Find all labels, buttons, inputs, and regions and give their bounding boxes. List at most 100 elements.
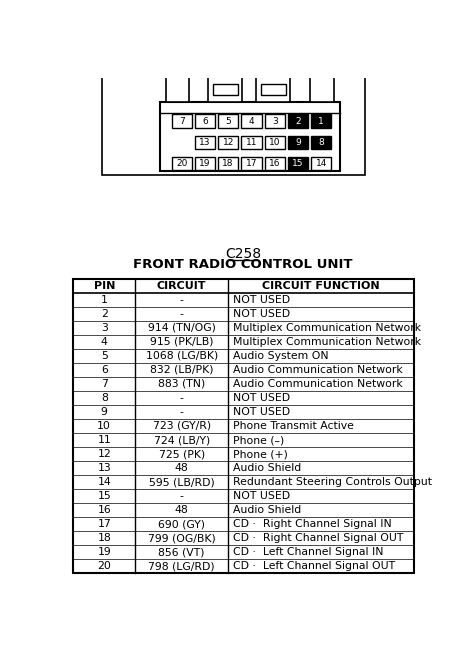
Text: NOT USED: NOT USED xyxy=(233,491,290,501)
Text: -: - xyxy=(180,407,183,417)
Text: 13: 13 xyxy=(97,463,111,473)
Text: 12: 12 xyxy=(222,138,234,147)
Text: 595 (LB/RD): 595 (LB/RD) xyxy=(149,477,215,487)
Text: 6: 6 xyxy=(202,117,208,125)
Text: 7: 7 xyxy=(179,117,184,125)
Text: 10: 10 xyxy=(269,138,281,147)
Text: 18: 18 xyxy=(222,159,234,168)
Text: 7: 7 xyxy=(101,379,108,389)
Text: 19: 19 xyxy=(97,547,111,557)
Text: Audio Communication Network: Audio Communication Network xyxy=(233,379,402,389)
Text: 48: 48 xyxy=(175,463,189,473)
Text: CD ·  Right Channel Signal OUT: CD · Right Channel Signal OUT xyxy=(233,533,403,543)
Text: 1: 1 xyxy=(101,295,108,305)
Text: 20: 20 xyxy=(176,159,187,168)
Bar xyxy=(218,114,238,128)
Text: Phone (+): Phone (+) xyxy=(233,449,288,459)
Bar xyxy=(264,157,285,170)
Bar xyxy=(256,77,290,102)
Text: 17: 17 xyxy=(246,159,257,168)
Bar xyxy=(218,136,238,149)
Text: 6: 6 xyxy=(101,365,108,375)
Text: CD ·  Right Channel Signal IN: CD · Right Channel Signal IN xyxy=(233,519,392,529)
Text: 4: 4 xyxy=(101,337,108,347)
Bar xyxy=(264,136,285,149)
Text: NOT USED: NOT USED xyxy=(233,309,290,319)
Bar xyxy=(213,84,237,95)
Bar xyxy=(311,136,331,149)
Text: C258: C258 xyxy=(225,247,261,261)
Bar xyxy=(172,157,192,170)
Text: 15: 15 xyxy=(292,159,304,168)
Text: 13: 13 xyxy=(199,138,211,147)
Text: 10: 10 xyxy=(97,421,111,431)
Bar xyxy=(311,114,331,128)
Text: FRONT RADIO CONTROL UNIT: FRONT RADIO CONTROL UNIT xyxy=(133,258,353,271)
Text: Audio Shield: Audio Shield xyxy=(233,463,301,473)
Text: 690 (GY): 690 (GY) xyxy=(158,519,205,529)
Text: 914 (TN/OG): 914 (TN/OG) xyxy=(148,323,216,333)
Text: Audio Shield: Audio Shield xyxy=(233,505,301,515)
Text: 5: 5 xyxy=(225,117,231,125)
Bar xyxy=(241,136,262,149)
Text: 2: 2 xyxy=(295,117,301,125)
Text: 15: 15 xyxy=(97,491,111,501)
Bar xyxy=(195,136,215,149)
Text: -: - xyxy=(180,309,183,319)
Text: CIRCUIT FUNCTION: CIRCUIT FUNCTION xyxy=(263,281,380,291)
Bar xyxy=(102,13,365,175)
Text: Audio Communication Network: Audio Communication Network xyxy=(233,365,402,375)
Bar xyxy=(310,77,334,102)
Text: 17: 17 xyxy=(97,519,111,529)
Text: 3: 3 xyxy=(101,323,108,333)
Text: -: - xyxy=(180,393,183,403)
Text: 3: 3 xyxy=(272,117,278,125)
Text: 48: 48 xyxy=(175,505,189,515)
Bar xyxy=(166,77,190,102)
Text: 20: 20 xyxy=(97,561,111,571)
Text: Multiplex Communication Network: Multiplex Communication Network xyxy=(233,323,421,333)
Text: Redundant Steering Controls Output: Redundant Steering Controls Output xyxy=(233,477,432,487)
Text: 16: 16 xyxy=(97,505,111,515)
Bar xyxy=(288,114,308,128)
Text: CIRCUIT: CIRCUIT xyxy=(157,281,207,291)
Text: 856 (VT): 856 (VT) xyxy=(158,547,205,557)
Text: 11: 11 xyxy=(97,435,111,445)
Bar xyxy=(195,114,215,128)
Text: 9: 9 xyxy=(101,407,108,417)
Text: Phone Transmit Active: Phone Transmit Active xyxy=(233,421,354,431)
Text: 1068 (LG/BK): 1068 (LG/BK) xyxy=(146,351,218,361)
Bar xyxy=(311,157,331,170)
Text: CD ·  Left Channel Signal OUT: CD · Left Channel Signal OUT xyxy=(233,561,395,571)
Text: 9: 9 xyxy=(295,138,301,147)
Text: Audio System ON: Audio System ON xyxy=(233,351,328,361)
Text: 883 (TN): 883 (TN) xyxy=(158,379,205,389)
Text: 724 (LB/Y): 724 (LB/Y) xyxy=(154,435,210,445)
Text: 11: 11 xyxy=(246,138,257,147)
Text: 14: 14 xyxy=(316,159,327,168)
Bar xyxy=(288,136,308,149)
Bar xyxy=(264,114,285,128)
Bar xyxy=(208,77,242,102)
Text: 4: 4 xyxy=(249,117,254,125)
Text: 2: 2 xyxy=(101,309,108,319)
Text: -: - xyxy=(180,295,183,305)
Bar xyxy=(261,84,285,95)
Text: Multiplex Communication Network: Multiplex Communication Network xyxy=(233,337,421,347)
Bar xyxy=(172,114,192,128)
Text: 1: 1 xyxy=(319,117,324,125)
Text: 8: 8 xyxy=(319,138,324,147)
Text: PIN: PIN xyxy=(93,281,115,291)
Text: 8: 8 xyxy=(101,393,108,403)
Text: -: - xyxy=(180,491,183,501)
Text: 14: 14 xyxy=(97,477,111,487)
Bar xyxy=(288,157,308,170)
Text: 5: 5 xyxy=(101,351,108,361)
Text: NOT USED: NOT USED xyxy=(233,295,290,305)
Text: 723 (GY/R): 723 (GY/R) xyxy=(153,421,211,431)
Text: 18: 18 xyxy=(97,533,111,543)
Text: 725 (PK): 725 (PK) xyxy=(159,449,205,459)
Bar xyxy=(241,114,262,128)
Text: 799 (OG/BK): 799 (OG/BK) xyxy=(148,533,216,543)
Text: 12: 12 xyxy=(97,449,111,459)
